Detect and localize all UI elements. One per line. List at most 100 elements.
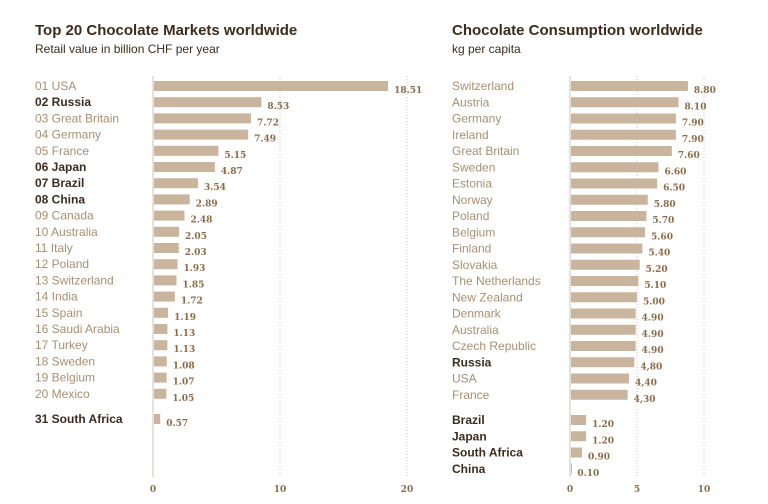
bar-label: Japan: [452, 429, 487, 443]
data-label: 1.13: [173, 329, 195, 339]
data-label: 7.49: [254, 135, 276, 145]
bar-label: 14 India: [35, 290, 78, 304]
bar: [571, 463, 572, 474]
bar: [154, 356, 167, 367]
bar: [571, 308, 636, 319]
bar-label: 13 Switzerland: [35, 273, 114, 287]
data-label: 4,40: [635, 379, 657, 389]
bar-label: 05 France: [35, 144, 89, 158]
bar: [571, 162, 659, 173]
data-label: 4.90: [642, 346, 664, 356]
bar-label: Brazil: [452, 413, 485, 427]
bar-label: 09 Canada: [35, 209, 94, 223]
bar: [154, 210, 185, 221]
bar: [571, 129, 676, 140]
bar-label: Great Britain: [452, 144, 519, 158]
x-tick-label: 5: [634, 485, 640, 495]
bar: [571, 211, 647, 221]
bar-label: Poland: [452, 209, 489, 223]
bar: [571, 194, 648, 205]
bar-label: Australia: [452, 323, 499, 337]
bar-label: South Africa: [452, 446, 523, 460]
bar-label: 19 Belgium: [35, 371, 95, 385]
bar-label: Switzerland: [452, 79, 514, 93]
bar: [571, 97, 679, 108]
bar: [571, 357, 635, 368]
bar-label: 07 Brazil: [35, 176, 84, 190]
bar: [154, 388, 167, 399]
bar: [154, 414, 161, 424]
data-label: 7.60: [678, 151, 700, 161]
bar-label: 20 Mexico: [35, 387, 90, 401]
data-label: 4,30: [634, 395, 656, 405]
bar: [571, 243, 643, 254]
data-label: 2.89: [196, 199, 218, 209]
bar: [571, 415, 587, 425]
bar: [571, 373, 629, 384]
bar: [571, 341, 636, 351]
data-label: 6.50: [663, 184, 685, 194]
bar: [154, 178, 198, 189]
bar: [571, 146, 672, 156]
bar-label: 06 Japan: [35, 160, 86, 174]
bar: [571, 389, 628, 400]
data-label: 1.13: [173, 345, 195, 355]
bar: [154, 194, 190, 205]
bar-label: 17 Turkey: [35, 338, 88, 352]
data-label: 1.19: [174, 313, 196, 323]
data-label: 18.51: [394, 86, 422, 96]
data-label: 4,80: [640, 362, 662, 372]
data-label: 1.20: [592, 436, 614, 446]
bar-label: 02 Russia: [35, 95, 91, 109]
bar: [154, 97, 262, 108]
data-label: 8.10: [685, 102, 707, 112]
bar: [571, 259, 640, 270]
bar: [571, 431, 587, 442]
bar: [571, 227, 646, 238]
x-tick-label: 10: [698, 485, 711, 495]
data-label: 4.90: [642, 314, 664, 324]
bar: [154, 162, 215, 172]
bar-label: Belgium: [452, 225, 495, 239]
x-tick-label: 10: [274, 485, 287, 495]
bar: [571, 276, 639, 286]
bar-label: 16 Saudi Arabia: [35, 322, 120, 336]
data-label: 2.05: [185, 232, 207, 242]
bar-label: Ireland: [452, 128, 489, 142]
bar: [154, 243, 179, 253]
bar-label: 12 Poland: [35, 257, 89, 271]
bar: [571, 447, 583, 458]
bar-label: Estonia: [452, 177, 492, 191]
bar-label: 31 South Africa: [35, 412, 123, 426]
data-label: 1.85: [182, 280, 204, 290]
bar: [154, 307, 169, 318]
bar-label: 04 Germany: [35, 128, 101, 142]
data-label: 8.53: [267, 102, 289, 112]
chart-title-consumption: Chocolate Consumption worldwide: [452, 22, 703, 39]
bar: [154, 324, 168, 334]
data-label: 4.87: [221, 167, 243, 177]
bar-label: 15 Spain: [35, 306, 82, 320]
bar-label: Slovakia: [452, 258, 498, 272]
chart-title-markets: Top 20 Chocolate Markets worldwide: [35, 22, 297, 39]
consumption-chart: 0 5 10 Switzerland 8.80 Austria 8.10 Germany 7.9…: [452, 76, 716, 495]
bar: [154, 226, 180, 237]
bar-label: 03 Great Britain: [35, 111, 119, 125]
data-label: 5.70: [652, 216, 674, 226]
bar: [571, 292, 637, 303]
data-label: 7.90: [682, 119, 704, 129]
data-label: 1.72: [181, 297, 203, 307]
data-label: 0.10: [577, 469, 599, 479]
data-label: 3.54: [204, 183, 226, 193]
data-label: 2.03: [185, 248, 207, 258]
data-label: 5.15: [224, 151, 246, 161]
bar: [154, 145, 219, 156]
bar-label: Germany: [452, 112, 501, 126]
bar-label: Denmark: [452, 307, 502, 321]
data-label: 1.05: [172, 394, 194, 404]
data-label: 7.90: [682, 135, 704, 145]
bar-label: Russia: [452, 355, 492, 369]
bar: [571, 178, 658, 189]
bar: [154, 340, 168, 351]
data-label: 5.60: [651, 232, 673, 242]
